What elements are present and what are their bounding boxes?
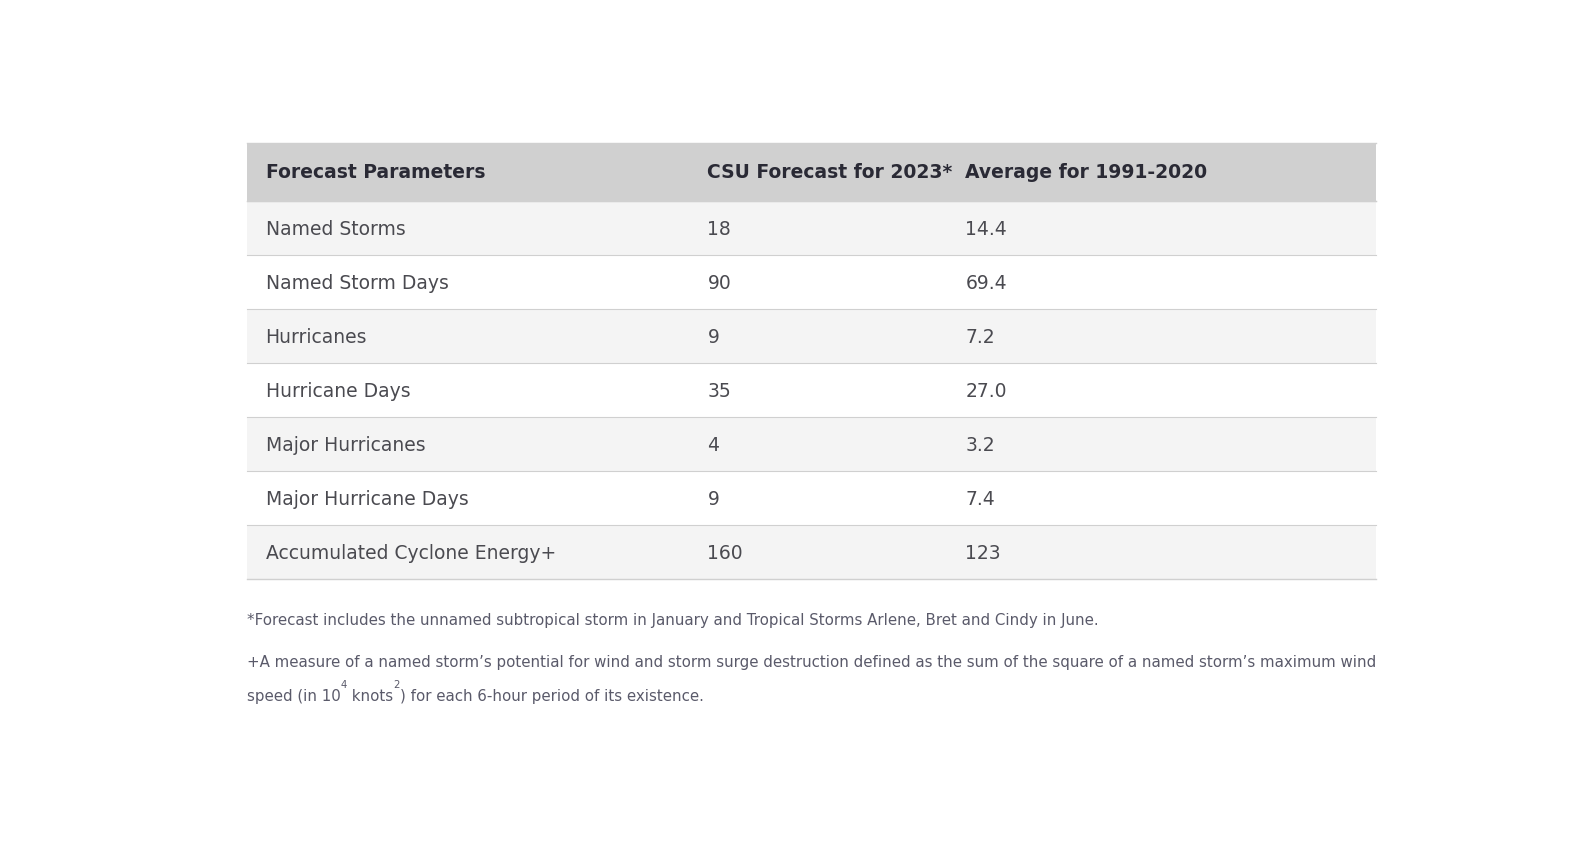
Text: 4: 4: [341, 679, 347, 690]
Text: Hurricane Days: Hurricane Days: [266, 381, 410, 400]
Text: 9: 9: [708, 327, 719, 346]
Bar: [247, 256, 1376, 310]
Text: +A measure of a named storm’s potential for wind and storm surge destruction def: +A measure of a named storm’s potential …: [247, 654, 1376, 669]
Bar: [247, 364, 1376, 418]
Text: 9: 9: [708, 490, 719, 508]
Text: Hurricanes: Hurricanes: [266, 327, 367, 346]
Text: Named Storms: Named Storms: [266, 219, 406, 239]
Text: Accumulated Cyclone Energy+: Accumulated Cyclone Energy+: [266, 544, 556, 562]
Text: Average for 1991-2020: Average for 1991-2020: [965, 163, 1207, 182]
Text: 69.4: 69.4: [965, 273, 1007, 292]
Bar: [247, 202, 1376, 256]
Text: knots: knots: [347, 688, 393, 703]
Text: 7.2: 7.2: [965, 327, 995, 346]
Text: 3.2: 3.2: [965, 436, 995, 454]
Text: Named Storm Days: Named Storm Days: [266, 273, 448, 292]
Text: 123: 123: [965, 544, 1001, 562]
Bar: [247, 143, 1376, 202]
Text: 18: 18: [708, 219, 732, 239]
Bar: [247, 310, 1376, 364]
Text: 35: 35: [708, 381, 732, 400]
Text: 27.0: 27.0: [965, 381, 1007, 400]
Text: 160: 160: [708, 544, 743, 562]
Text: 14.4: 14.4: [965, 219, 1007, 239]
Text: CSU Forecast for 2023*: CSU Forecast for 2023*: [708, 163, 952, 182]
Text: Major Hurricanes: Major Hurricanes: [266, 436, 425, 454]
Text: 90: 90: [708, 273, 732, 292]
Text: 7.4: 7.4: [965, 490, 995, 508]
Bar: [247, 418, 1376, 472]
Text: 2: 2: [393, 679, 399, 690]
Text: *Forecast includes the unnamed subtropical storm in January and Tropical Storms : *Forecast includes the unnamed subtropic…: [247, 612, 1099, 627]
Bar: [247, 526, 1376, 580]
Text: speed (in 10: speed (in 10: [247, 688, 341, 703]
Text: Forecast Parameters: Forecast Parameters: [266, 163, 485, 182]
Bar: [247, 472, 1376, 526]
Text: 4: 4: [708, 436, 719, 454]
Text: ) for each 6-hour period of its existence.: ) for each 6-hour period of its existenc…: [399, 688, 703, 703]
Text: Major Hurricane Days: Major Hurricane Days: [266, 490, 469, 508]
